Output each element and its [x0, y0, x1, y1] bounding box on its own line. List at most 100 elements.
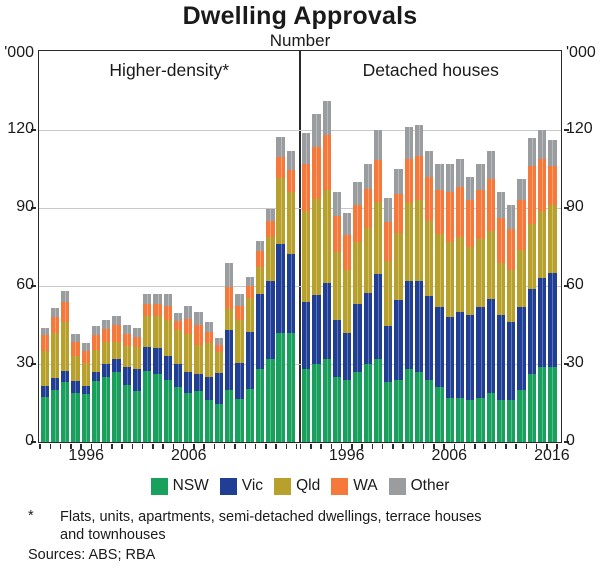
segment-vic: [255, 293, 265, 370]
segment-qld: [548, 205, 557, 274]
bar-detached-2014: [527, 137, 537, 443]
chart-title: Dwelling Approvals: [182, 2, 418, 30]
segment-wa: [204, 331, 213, 344]
x-tick: [70, 443, 72, 449]
segment-other: [255, 240, 265, 251]
footnote-marker: *: [28, 508, 34, 524]
y-tick-right-0: [564, 441, 569, 443]
segment-wa: [40, 335, 49, 352]
legend-swatch-nsw: [150, 477, 168, 495]
segment-qld: [143, 315, 152, 348]
segment-other: [40, 327, 49, 336]
segment-nsw: [122, 384, 131, 442]
x-tick: [100, 443, 103, 449]
x-tick: [330, 443, 333, 449]
segment-other: [245, 276, 254, 287]
panel-label-1: Detached houses: [362, 60, 499, 80]
x-tick: [556, 443, 558, 449]
x-tick: [152, 443, 154, 449]
bar-higherdensity-2009: [214, 338, 224, 442]
x-tick: [80, 443, 82, 449]
x-tick: [131, 443, 134, 449]
segment-nsw: [112, 371, 121, 442]
segment-qld: [214, 352, 224, 374]
segment-nsw: [204, 400, 213, 442]
segment-wa: [153, 304, 162, 316]
segment-other: [50, 308, 60, 318]
x-tick: [494, 443, 497, 449]
panel-label-0: Higher-density*: [109, 60, 230, 80]
segment-wa: [455, 187, 465, 237]
bar-detached-2004: [425, 150, 434, 443]
segment-other: [435, 163, 444, 190]
segment-nsw: [476, 397, 485, 442]
bar-detached-1995: [332, 192, 342, 442]
segment-nsw: [404, 369, 413, 442]
legend-swatch-qld: [274, 477, 292, 495]
bar-higherdensity-2010: [225, 262, 234, 443]
segment-nsw: [507, 400, 516, 442]
x-tick: [172, 443, 175, 449]
bar-higherdensity-1998: [102, 319, 111, 443]
y-axis-label-left-90: 90: [16, 198, 34, 215]
segment-wa: [255, 250, 265, 267]
segment-other: [266, 209, 275, 222]
segment-vic: [194, 374, 203, 392]
segment-nsw: [225, 390, 234, 442]
segment-other: [476, 163, 485, 190]
segment-wa: [81, 351, 90, 363]
segment-vic: [50, 378, 60, 390]
bar-detached-2006: [445, 163, 454, 443]
segment-nsw: [194, 391, 203, 442]
segment-qld: [486, 231, 495, 300]
y-axis-label-left-60: 60: [16, 276, 34, 293]
x-axis-label-1-1996: 1996: [328, 447, 365, 464]
x-tick: [39, 443, 41, 449]
x-tick: [443, 443, 445, 449]
y-axis-label-right-90: 90: [566, 198, 584, 215]
segment-wa: [91, 335, 101, 350]
x-tick: [223, 443, 226, 449]
segment-other: [394, 169, 403, 194]
x-tick: [361, 443, 363, 449]
segment-nsw: [425, 379, 434, 442]
x-tick: [340, 443, 343, 449]
segment-wa: [404, 158, 413, 203]
segment-qld: [286, 192, 296, 254]
segment-vic: [173, 364, 183, 388]
segment-other: [61, 291, 70, 302]
segment-qld: [266, 236, 275, 281]
bar-detached-1999: [373, 130, 383, 442]
segment-wa: [353, 205, 362, 242]
bar-higherdensity-2002: [143, 293, 152, 443]
x-tick: [111, 443, 113, 449]
segment-vic: [414, 280, 424, 372]
segment-wa: [486, 179, 495, 232]
legend-label-wa: WA: [353, 477, 378, 494]
bar-detached-2015: [537, 130, 547, 442]
legend-item-nsw: NSW: [150, 477, 209, 495]
legend-swatch-other: [388, 477, 406, 495]
segment-nsw: [527, 374, 537, 442]
segment-qld: [476, 239, 485, 307]
segment-vic: [102, 364, 111, 377]
x-tick: [234, 443, 236, 449]
x-tick: [412, 443, 415, 449]
y-tick-left-30: [31, 363, 36, 365]
y-axis-label-right-60: 60: [566, 276, 584, 293]
segment-vic: [276, 244, 285, 333]
segment-wa: [194, 325, 203, 345]
segment-wa: [537, 158, 547, 211]
x-tick: [121, 443, 123, 449]
bar-higherdensity-1999: [112, 315, 121, 443]
bar-higherdensity-1997: [91, 326, 101, 442]
x-tick: [310, 443, 312, 449]
segment-other: [286, 150, 296, 171]
y-axis-unit-left: '000: [4, 44, 34, 61]
segment-vic: [353, 304, 362, 372]
segment-wa: [548, 166, 557, 206]
bar-higherdensity-2012: [245, 276, 254, 443]
x-axis-label-1-2006: 2006: [431, 447, 468, 464]
bar-detached-2002: [404, 127, 413, 442]
segment-vic: [507, 322, 516, 401]
